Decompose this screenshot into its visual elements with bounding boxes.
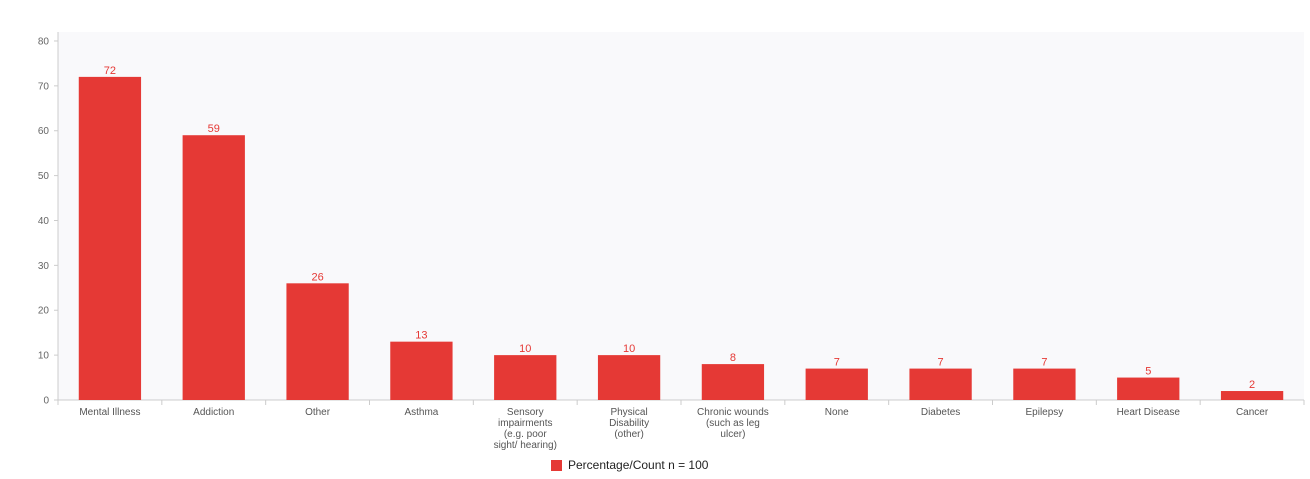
data-label: 2: [1249, 379, 1255, 391]
data-label: 26: [311, 271, 323, 283]
y-tick-label: 40: [38, 216, 50, 227]
x-tick-label-line: (such as leg: [706, 418, 760, 429]
data-label: 5: [1145, 366, 1151, 378]
x-tick-label-line: Addiction: [193, 407, 234, 418]
legend-swatch: [551, 459, 562, 471]
x-tick-label: Other: [305, 407, 331, 418]
x-tick-label: Mental Illness: [79, 407, 140, 418]
x-tick-label-line: Chronic wounds: [697, 407, 769, 418]
x-tick-label: None: [825, 407, 849, 418]
y-tick-label: 60: [38, 126, 50, 137]
x-tick-label: Heart Disease: [1117, 407, 1181, 418]
x-tick-label: Addiction: [193, 407, 234, 418]
y-tick-label: 0: [43, 396, 49, 407]
bar[interactable]: [390, 341, 453, 400]
bar[interactable]: [805, 368, 868, 400]
data-label: 59: [208, 123, 220, 135]
x-tick-label-line: ulcer): [720, 429, 745, 440]
x-tick-label-line: Asthma: [404, 407, 438, 418]
legend-label: Percentage/Count n = 100: [568, 458, 709, 472]
data-label: 10: [519, 343, 531, 355]
x-tick-label-line: Cancer: [1236, 407, 1269, 418]
x-tick-label: Diabetes: [921, 407, 960, 418]
x-tick-label-line: Disability: [609, 418, 649, 429]
x-tick-label: Epilepsy: [1026, 407, 1064, 418]
bar[interactable]: [286, 283, 349, 400]
y-tick-label: 10: [38, 351, 50, 362]
bar[interactable]: [1013, 368, 1076, 400]
data-label: 72: [104, 65, 116, 77]
x-tick-label-line: Heart Disease: [1117, 407, 1181, 418]
x-tick-label-line: (e.g. poor: [504, 429, 547, 440]
data-label: 7: [834, 357, 840, 369]
x-tick-label-line: Epilepsy: [1026, 407, 1064, 418]
data-label: 10: [623, 343, 635, 355]
x-tick-label-line: Physical: [610, 407, 647, 418]
bar[interactable]: [909, 368, 972, 400]
legend[interactable]: Percentage/Count n = 100: [551, 458, 708, 472]
data-label: 13: [415, 330, 427, 342]
x-tick-label-line: None: [825, 407, 849, 418]
y-tick-label: 20: [38, 306, 50, 317]
x-tick-label: Cancer: [1236, 407, 1269, 418]
bar[interactable]: [78, 76, 142, 400]
x-tick-label: Sensory impairments (e.g. poor sight/ heari…: [494, 407, 557, 451]
bar[interactable]: [1220, 391, 1284, 400]
x-tick-label-line: Diabetes: [921, 407, 960, 418]
bar-series: 72 59 26 13 10 10 8 7 7 7 5 2: [78, 65, 1284, 400]
bar[interactable]: [597, 355, 661, 400]
x-tick-label-line: sight/ hearing): [494, 440, 557, 451]
data-label: 7: [938, 357, 944, 369]
y-tick-label: 80: [38, 36, 50, 47]
x-tick-label: Asthma: [404, 407, 438, 418]
x-axis: Mental Illness Addiction Other Asthma Sensor…: [57, 399, 1305, 451]
y-axis: 0 10 20 30 40 50 60 70 80: [38, 32, 59, 407]
data-label: 8: [730, 352, 736, 364]
x-tick-label-line: (other): [614, 429, 643, 440]
bar[interactable]: [1117, 377, 1180, 400]
x-tick-label-line: impairments: [498, 418, 552, 429]
bar[interactable]: [701, 364, 765, 400]
y-tick-label: 50: [38, 171, 50, 182]
plot-area: [58, 32, 1304, 400]
bar[interactable]: [182, 135, 245, 400]
bar[interactable]: [494, 355, 557, 400]
x-tick-label-line: Mental Illness: [79, 407, 140, 418]
x-tick-label-line: Sensory: [507, 407, 544, 418]
y-tick-label: 70: [38, 81, 50, 92]
x-tick-label: Physical Disability (other): [609, 407, 649, 440]
y-tick-label: 30: [38, 261, 50, 272]
data-label: 7: [1041, 357, 1047, 369]
x-tick-label-line: Other: [305, 407, 331, 418]
x-tick-label: Chronic wounds (such as leg ulcer): [697, 407, 769, 440]
